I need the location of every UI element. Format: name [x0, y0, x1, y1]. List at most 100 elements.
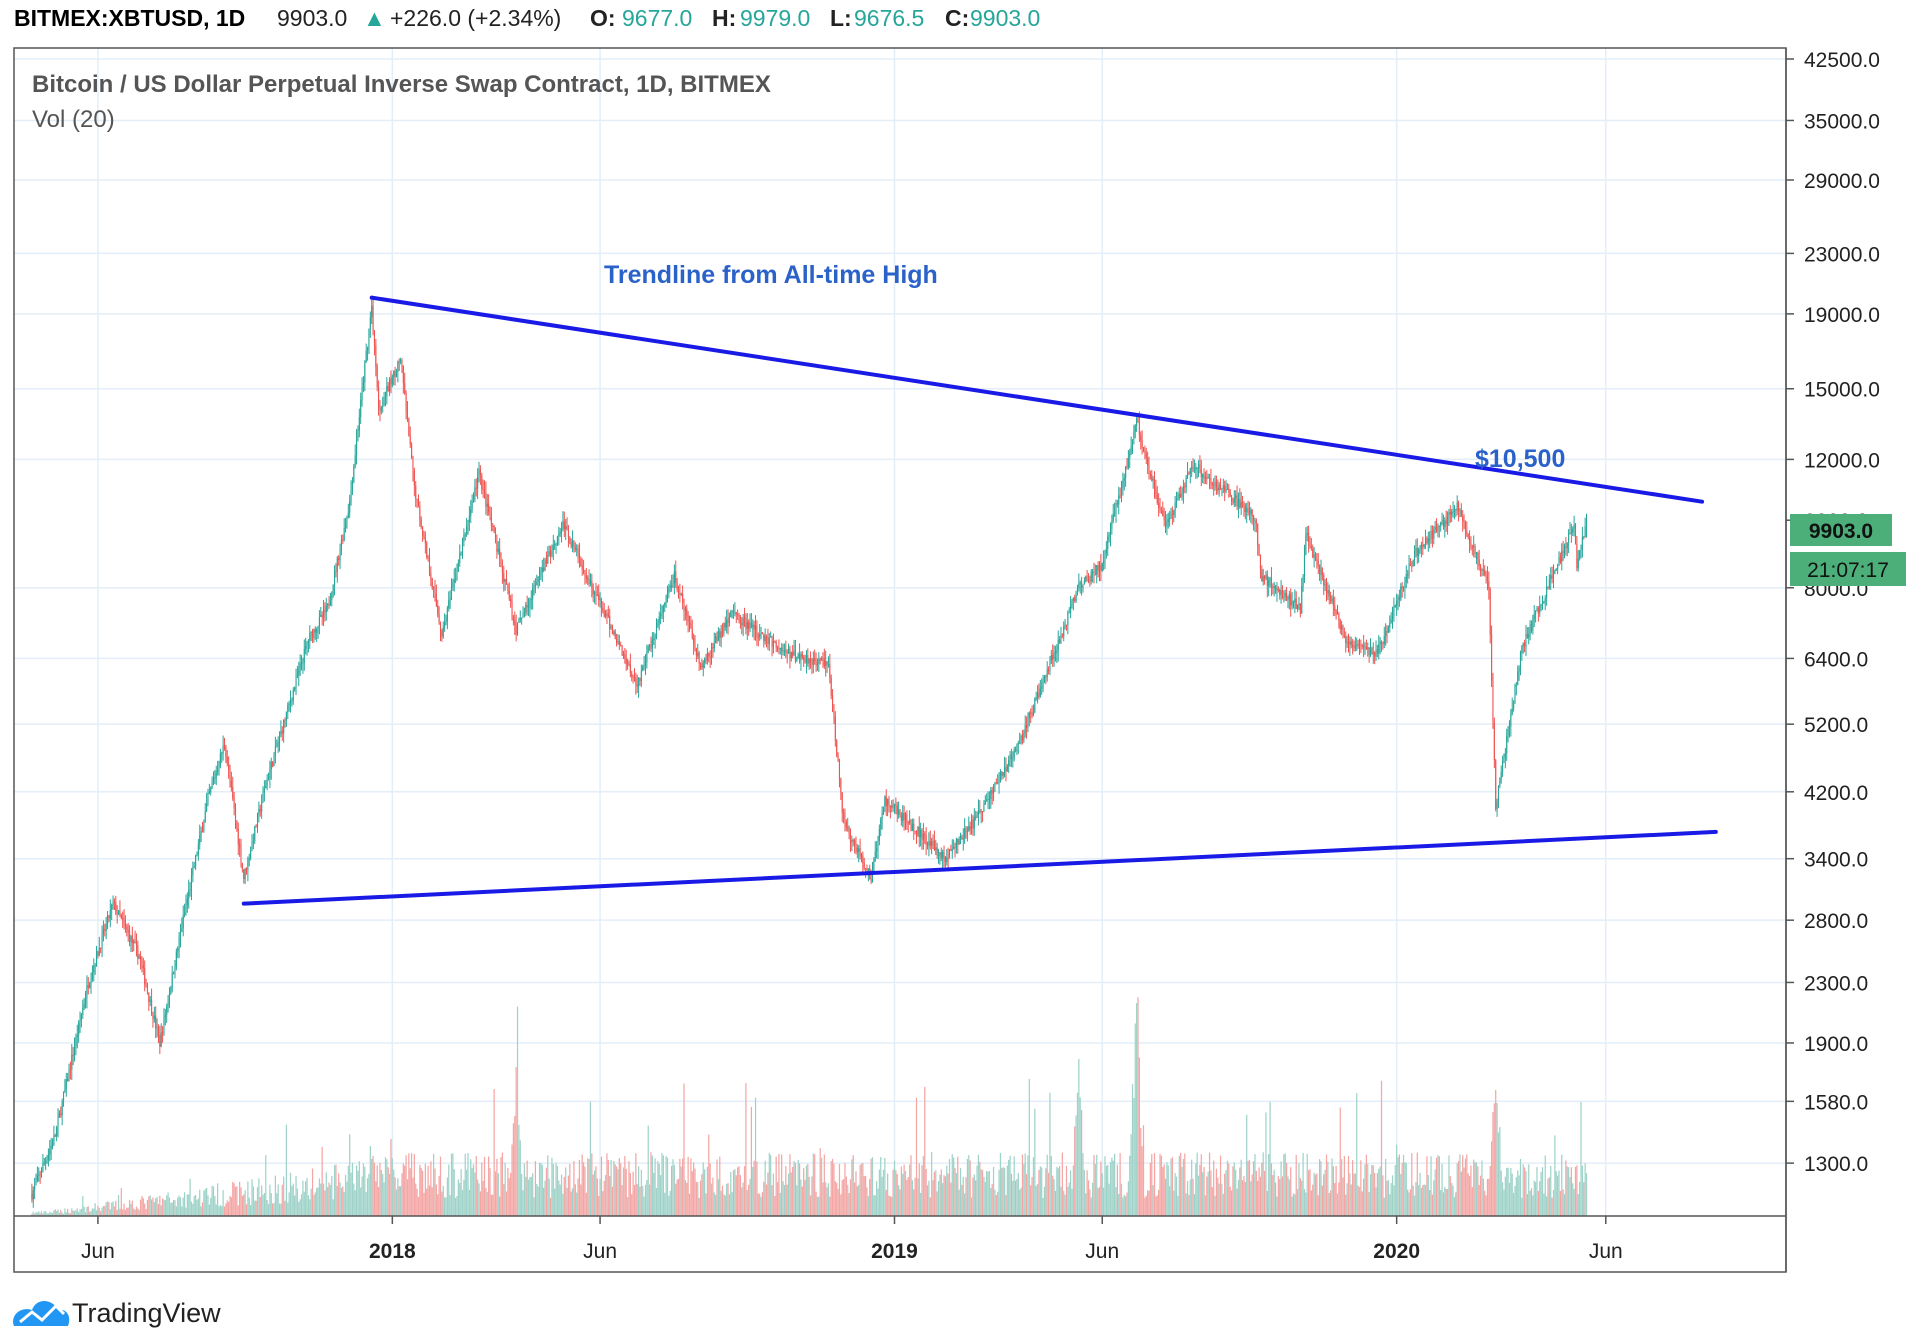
- candle-body: [578, 553, 580, 558]
- tradingview-logo[interactable]: TradingView: [13, 1298, 221, 1328]
- candle-body: [386, 385, 388, 397]
- candle-body: [953, 846, 955, 849]
- volume-bar: [335, 1164, 337, 1216]
- volume-bar: [1292, 1193, 1295, 1216]
- candle-body: [463, 534, 465, 542]
- candle-body: [807, 655, 809, 664]
- candle-body: [753, 624, 755, 630]
- candle-body: [1453, 509, 1455, 512]
- candle-body: [1514, 685, 1516, 704]
- candle-body: [767, 637, 769, 645]
- volume-bar: [787, 1173, 790, 1216]
- candle-body: [1107, 536, 1109, 550]
- candle-body: [741, 623, 743, 626]
- candle-body: [516, 622, 519, 635]
- candle-body: [1094, 574, 1096, 576]
- volume-bar: [827, 1183, 830, 1216]
- candle-body: [321, 614, 323, 618]
- volume-bar: [1467, 1173, 1469, 1216]
- volume-bar: [556, 1165, 559, 1216]
- candle-body: [254, 826, 256, 842]
- volume-bar: [1035, 1185, 1037, 1216]
- candle-body: [296, 675, 298, 677]
- volume-bar: [547, 1155, 549, 1216]
- volume-bar: [1562, 1189, 1564, 1216]
- candle-body: [1141, 440, 1143, 448]
- candle-body: [682, 593, 684, 603]
- volume-bar: [324, 1190, 326, 1216]
- volume-bar: [232, 1181, 234, 1216]
- candle-body: [1496, 801, 1498, 810]
- candle-body: [873, 860, 875, 871]
- volume-bar: [1054, 1190, 1057, 1216]
- candle-body: [389, 379, 391, 392]
- candle-body: [1306, 532, 1308, 535]
- candle-body: [1232, 501, 1234, 503]
- volume-bar: [1334, 1182, 1336, 1216]
- candle-body: [1286, 592, 1288, 600]
- candle-body: [439, 623, 442, 631]
- volume-bar: [1144, 1197, 1146, 1216]
- volume-bar: [1479, 1175, 1482, 1216]
- candle-body: [1482, 569, 1484, 571]
- candle-body: [829, 664, 831, 678]
- candle-body: [225, 745, 227, 758]
- candle-body: [914, 830, 916, 832]
- candle-body: [1208, 477, 1211, 479]
- volume-bar: [1251, 1174, 1253, 1216]
- candle-body: [860, 855, 863, 857]
- candle-body: [660, 613, 662, 617]
- volume-bar: [1430, 1156, 1432, 1216]
- volume-bar: [723, 1194, 725, 1216]
- candle-body: [1488, 580, 1490, 589]
- volume-bar: [891, 1196, 893, 1216]
- volume-bar: [248, 1197, 250, 1216]
- candle-body: [466, 526, 468, 535]
- volume-bar: [185, 1207, 187, 1216]
- volume-bar: [1584, 1163, 1586, 1216]
- candle-body: [801, 653, 803, 658]
- volume-bar: [647, 1125, 649, 1216]
- candle-body: [1576, 543, 1578, 569]
- volume-bar: [677, 1178, 680, 1216]
- candle-body: [1361, 645, 1363, 647]
- volume-bar: [1573, 1188, 1575, 1216]
- volume-bar: [474, 1172, 476, 1216]
- volume-bar: [816, 1196, 819, 1216]
- volume-bar: [1136, 1002, 1138, 1216]
- volume-bar: [207, 1195, 209, 1216]
- candle-body: [567, 529, 569, 538]
- candle-body: [300, 663, 303, 665]
- volume-bar: [1107, 1165, 1109, 1216]
- candle-body: [258, 808, 260, 815]
- candle-body: [965, 828, 967, 832]
- candle-body: [1248, 508, 1250, 514]
- candle-body: [1572, 528, 1574, 533]
- candle-body: [135, 942, 137, 946]
- candle-body: [961, 835, 963, 840]
- volume-bar: [1294, 1194, 1296, 1216]
- candle-body: [944, 856, 946, 862]
- candle-body: [1308, 532, 1310, 543]
- candle-body: [662, 606, 664, 613]
- candle-body: [218, 765, 220, 771]
- volume-bar: [904, 1170, 907, 1216]
- candle-body: [1042, 682, 1044, 687]
- candle-body: [273, 754, 275, 767]
- candle-body: [1173, 510, 1175, 516]
- candle-body: [583, 569, 585, 574]
- candle-body: [365, 350, 367, 363]
- volume-bar: [1277, 1176, 1279, 1216]
- candle-body: [915, 831, 918, 836]
- volume-bar: [113, 1206, 116, 1216]
- volume-bar: [122, 1209, 124, 1216]
- candle-body: [250, 850, 252, 859]
- volume-bar: [896, 1174, 898, 1216]
- candle-body: [1475, 552, 1478, 555]
- volume-bar: [471, 1167, 473, 1216]
- y-tick-label: 2300.0: [1804, 972, 1868, 995]
- volume-bar: [562, 1193, 564, 1216]
- candle-body: [1193, 469, 1195, 471]
- candle-body: [818, 659, 820, 664]
